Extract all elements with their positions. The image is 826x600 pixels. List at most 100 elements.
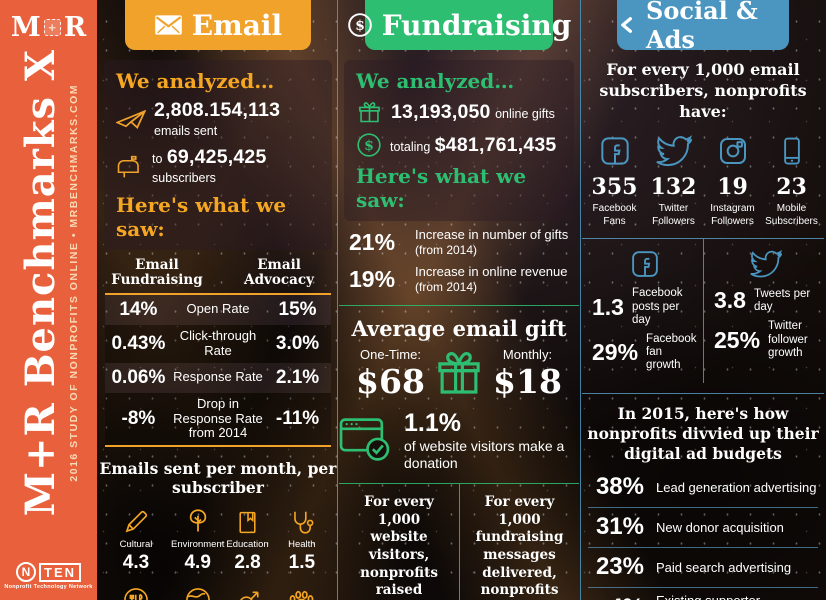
gifts-value: 13,193,050 — [391, 101, 491, 123]
social-header-label: Social & Ads — [646, 0, 758, 54]
platform-label: Facebook Fans — [592, 203, 637, 227]
table-bottom-rule — [105, 445, 331, 448]
revenue-increase-value: 19% — [349, 266, 396, 293]
budget-value: 38% — [595, 473, 644, 501]
table-row: 0.43% Click-through Rate 3.0% — [105, 324, 331, 363]
svg-text:$: $ — [355, 18, 365, 34]
table-col-advocacy: Email Advocacy — [244, 257, 314, 288]
per-month-item: Hunger/Poverty 4.9 — [103, 584, 169, 600]
budget-label: Existing supporter conversion — [656, 593, 818, 600]
mr-logo-m: M — [10, 12, 41, 43]
donation-value: 1.1% — [404, 408, 461, 437]
envelope-icon — [155, 15, 182, 35]
gift-icon — [438, 351, 480, 394]
nten-logo: N TEN Nonprofit Technology Network — [0, 562, 97, 590]
stethoscope-icon — [293, 512, 314, 534]
sidebar-vertical-text: M+R Benchmarks X 2016 STUDY OF NONPROFIT… — [0, 49, 97, 516]
subscribers-value: 69,425,425 — [166, 146, 267, 168]
gifts-increase-value: 21% — [349, 229, 396, 256]
per-month-label: Cultural — [119, 539, 153, 551]
budget-label: Paid search advertising — [656, 559, 792, 575]
tweets-label: Tweets per day — [753, 287, 811, 313]
facebook-growth-value: 29% — [592, 339, 639, 366]
nten-ten-label: TEN — [39, 562, 81, 582]
one-time-block: One-Time: $68 — [349, 347, 432, 401]
monthly-label: Monthly: — [502, 346, 553, 362]
budget-label: Lead generation advertising — [656, 479, 817, 495]
per-month-value: 2.8 — [234, 551, 261, 573]
svg-text:$: $ — [364, 138, 374, 154]
ctr-fundraising: 0.43% — [111, 332, 166, 354]
twitter-icon — [750, 250, 782, 278]
platform-label: Mobile Subscribers — [765, 203, 818, 227]
twitter-icon — [655, 135, 692, 167]
per-month-title: Emails sent per month, per subscriber — [99, 459, 337, 498]
budget-label: New donor acquisition — [656, 519, 784, 535]
budget-row: 31% New donor acquisition — [588, 507, 818, 547]
gifts-label: online gifts — [495, 107, 555, 121]
sidebar: M + R M+R Benchmarks X 2016 STUDY OF NON… — [0, 0, 97, 600]
fundraising-analyzed-title: We analyzed… — [356, 69, 515, 93]
book-icon — [239, 512, 256, 534]
facebook-activity-cell: 1.3 Facebook posts per day 29% Facebook … — [582, 239, 703, 382]
per-month-item: Rights 4.4 — [226, 584, 268, 600]
table-col-fundraising: Email Fundraising — [111, 257, 203, 288]
social-header-tab: Social & Ads — [617, 0, 789, 54]
per-month-item: Cultural 4.3 — [103, 505, 169, 573]
one-time-value: $68 — [356, 361, 425, 401]
per-month-value: 4.9 — [184, 551, 211, 573]
paper-plane-icon — [116, 109, 146, 129]
monthly-value: $18 — [493, 361, 562, 401]
email-rates-table: Email Fundraising Email Advocacy 14% Ope… — [105, 257, 331, 448]
budget-row: 4% Existing supporter conversion — [588, 587, 818, 600]
email-header-label: Email — [191, 8, 283, 42]
pencil-icon — [125, 511, 147, 533]
table-row: -8% Drop in Response Rate from 2014 -11% — [105, 392, 331, 446]
per-month-label: Environment — [171, 539, 225, 551]
email-analyzed-panel: We analyzed… 2,808.154,113 emails sent t… — [104, 60, 332, 250]
platform-item: 132 Twitter Followers — [645, 132, 702, 228]
twitter-activity-cell: 3.8 Tweets per day 25% Twitter follower … — [703, 239, 824, 383]
open-rate-label: Open Rate — [186, 301, 250, 317]
open-rate-fundraising: 14% — [119, 298, 158, 320]
subscribers-prefix: to — [152, 152, 163, 166]
facebook-icon — [631, 251, 658, 278]
open-rate-advocacy: 15% — [278, 298, 317, 320]
dollar-circle-icon: $ — [347, 13, 372, 37]
platform-item: 23 Mobile Subscribers — [763, 132, 820, 228]
per-messages-cell: For every 1,000 fundraising messages del… — [459, 484, 579, 600]
email-column: Email We analyzed… 2,808.154,113 emails … — [99, 0, 337, 600]
table-row: 0.06% Response Rate 2.1% — [105, 362, 331, 393]
gifts-increase-stat: 21% Increase in number of gifts (from 201… — [349, 227, 569, 258]
budget-row: 38% Lead generation advertising — [588, 468, 818, 507]
nten-tagline: Nonprofit Technology Network — [4, 584, 93, 590]
twitter-growth-value: 25% — [714, 326, 761, 353]
globe-icon — [185, 587, 210, 600]
mailbox-icon — [117, 155, 139, 178]
tree-icon — [189, 509, 206, 532]
facebook-icon — [600, 137, 629, 166]
per-month-item: Wildlife/Animal Welfare 5.0 — [271, 584, 333, 600]
per-month-item: Environment 4.9 — [171, 505, 224, 573]
emails-sent-label: emails sent — [154, 124, 218, 138]
browser-check-icon — [339, 418, 390, 461]
table-top-rule — [105, 292, 331, 295]
response-rate-advocacy: 2.1% — [275, 366, 320, 388]
platform-value: 19 — [717, 174, 748, 201]
platform-item: 19 Instagram Followers — [704, 132, 761, 228]
emails-sent-value: 2,808.154,113 — [154, 99, 281, 121]
platform-value: 132 — [650, 174, 697, 201]
budget-row: 23% Paid search advertising — [588, 547, 818, 587]
facebook-posts-value: 1.3 — [592, 293, 624, 320]
drop-fundraising: -8% — [121, 407, 156, 429]
ctr-label: Click-through Rate — [179, 327, 257, 358]
per-visitors-cell: For every 1,000 website visitors, nonpro… — [339, 484, 459, 600]
platform-item: 355 Facebook Fans — [586, 132, 643, 228]
subscribers-label: subscribers — [152, 171, 216, 185]
donation-label: of website visitors make a donation — [404, 437, 565, 471]
benchmarks-subtitle: 2016 STUDY OF NONPROFITS ONLINE • MRBENC… — [68, 84, 80, 482]
donation-rate-row: 1.1% of website visitors make a donation — [339, 409, 579, 472]
fundraising-footer: For every 1,000 website visitors, nonpro… — [339, 483, 579, 600]
response-rate-label: Response Rate — [173, 369, 263, 385]
